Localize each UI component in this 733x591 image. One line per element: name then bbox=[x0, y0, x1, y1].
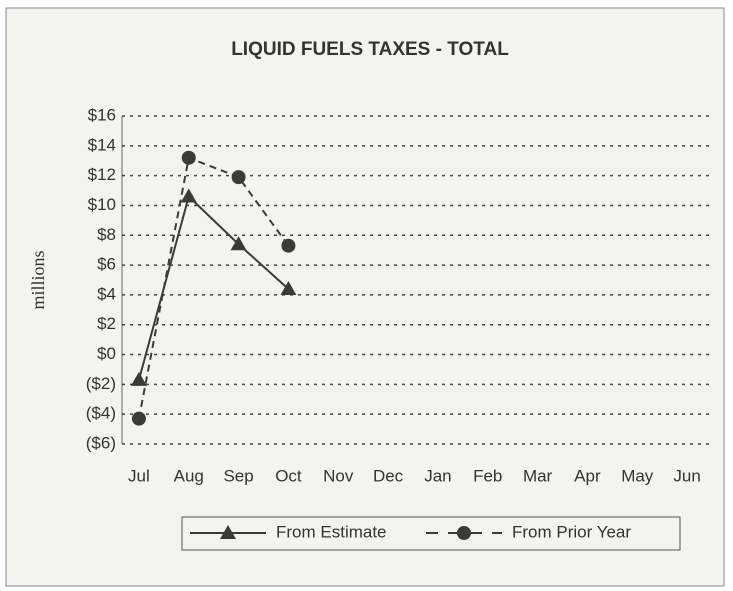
data-point bbox=[281, 238, 296, 253]
legend-label: From Prior Year bbox=[512, 522, 631, 541]
data-point bbox=[180, 188, 197, 203]
y-tick-label: $8 bbox=[97, 225, 116, 244]
y-tick-label: $4 bbox=[97, 284, 116, 303]
x-tick-label: Jul bbox=[128, 466, 150, 485]
y-tick-label: $16 bbox=[88, 105, 116, 124]
data-point bbox=[130, 371, 147, 386]
y-tick-label: $14 bbox=[88, 135, 116, 154]
y-tick-label: $6 bbox=[97, 255, 116, 274]
data-point bbox=[181, 150, 196, 165]
legend-label: From Estimate bbox=[276, 522, 387, 541]
y-axis-label: millions bbox=[28, 250, 48, 309]
y-tick-label: $0 bbox=[97, 344, 116, 363]
chart-frame bbox=[5, 7, 725, 587]
series-line bbox=[137, 156, 290, 419]
y-tick-label: ($6) bbox=[86, 433, 116, 452]
chart-title: LIQUID FUELS TAXES - TOTAL bbox=[231, 39, 509, 60]
data-point bbox=[131, 411, 146, 426]
x-tick-label: Mar bbox=[523, 466, 553, 485]
legend-marker bbox=[220, 525, 236, 539]
y-tick-label: $12 bbox=[88, 165, 116, 184]
x-tick-label: May bbox=[621, 466, 654, 485]
data-point bbox=[280, 280, 297, 295]
x-tick-label: Apr bbox=[574, 466, 601, 485]
x-tick-label: Dec bbox=[373, 466, 404, 485]
data-point bbox=[230, 236, 247, 251]
y-tick-label: ($2) bbox=[86, 374, 116, 393]
x-tick-label: Sep bbox=[223, 466, 253, 485]
x-tick-label: Aug bbox=[174, 466, 204, 485]
legend-marker bbox=[457, 526, 471, 540]
y-tick-label: ($4) bbox=[86, 404, 116, 423]
x-tick-label: Feb bbox=[473, 466, 502, 485]
x-tick-label: Jan bbox=[424, 466, 451, 485]
y-tick-label: $10 bbox=[88, 195, 116, 214]
x-tick-label: Oct bbox=[275, 466, 302, 485]
x-tick-label: Nov bbox=[323, 466, 354, 485]
x-tick-label: Jun bbox=[673, 466, 700, 485]
data-point bbox=[231, 170, 246, 185]
y-tick-label: $2 bbox=[97, 314, 116, 333]
